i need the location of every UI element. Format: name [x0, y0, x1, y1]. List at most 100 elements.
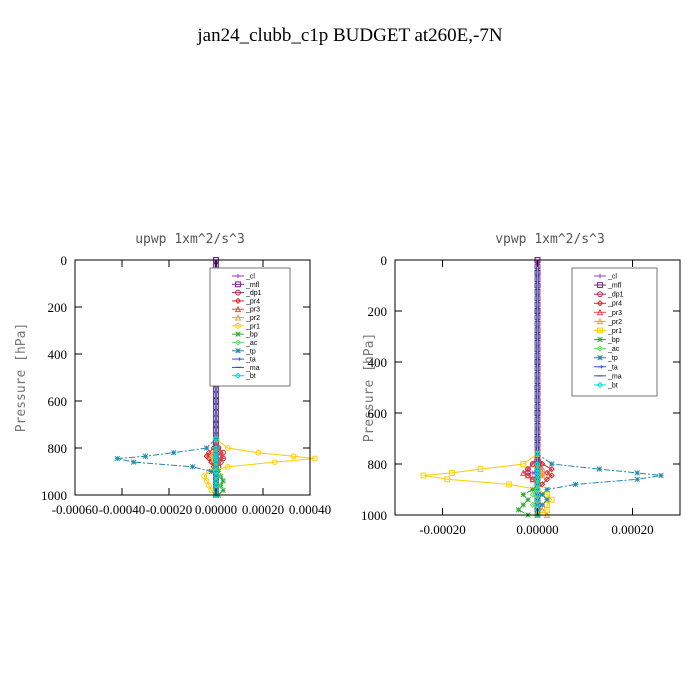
legend-entry-pr4: _pr4: [594, 300, 622, 308]
y-tick-label: 200: [48, 300, 68, 315]
legend-entry-cl: _cl: [232, 274, 255, 281]
data-point: [208, 452, 215, 460]
y-axis-label: Pressure [hPa]: [14, 323, 29, 433]
legend-box: [209, 267, 291, 387]
legend-entry-pr2: _pr2: [232, 314, 260, 322]
y-tick-label: 0: [61, 253, 68, 268]
legend-label: _bt: [245, 373, 256, 380]
legend-entry-tp: _tp: [232, 348, 256, 355]
y-tick-label: 600: [368, 406, 388, 421]
data-point: [539, 491, 545, 498]
legend-label: _ac: [607, 346, 620, 353]
data-point: [520, 502, 526, 508]
series-line: [517, 260, 538, 516]
legend-entry-pr1: _pr1: [232, 322, 260, 330]
data-point: [539, 471, 546, 479]
legend-label: _pr1: [245, 323, 260, 330]
x-tick-label: -0.00040: [99, 502, 146, 517]
data-point: [224, 445, 231, 451]
legend-label: _dp1: [245, 290, 262, 297]
data-point: [520, 491, 526, 498]
legend-label: _dp1: [607, 292, 624, 299]
data-point: [515, 507, 522, 513]
y-tick-label: 400: [48, 347, 68, 362]
y-tick-label: 400: [368, 355, 388, 370]
data-point: [217, 455, 224, 462]
plot-frame: [74, 259, 311, 496]
data-point: [596, 466, 602, 472]
data-point: [255, 449, 262, 456]
legend: _cl_mfl_dp1_pr4_pr3_pr2_pr1_bp_ac_tp_ta_…: [209, 267, 291, 387]
legend-entry-pr2: _pr2: [594, 317, 622, 326]
data-point: [544, 496, 550, 503]
data-point: [170, 449, 177, 456]
legend-label: _mfl: [607, 283, 622, 290]
data-point: [529, 501, 536, 508]
legend-label: _pr2: [245, 315, 260, 322]
data-point: [212, 491, 220, 499]
legend-entry-ta: _ta: [232, 357, 256, 364]
legend-entry-tp: _tp: [594, 354, 618, 362]
legend-label: _ma: [245, 365, 260, 372]
y-tick-label: 1000: [41, 488, 67, 503]
figure-title: jan24_clubb_c1p BUDGET at260E,-7N: [196, 25, 502, 46]
x-tick-label: 0.00000: [195, 502, 237, 517]
legend: _cl_mfl_dp1_pr4_pr3_pr2_pr1_bp_ac_tp_ta_…: [571, 267, 658, 397]
series-bt: [534, 260, 541, 519]
data-point: [220, 478, 226, 484]
data-point: [203, 478, 210, 484]
data-point: [658, 472, 664, 479]
x-tick-label: 0.00020: [611, 522, 653, 537]
panel-title: upwp 1xm^2/s^3: [135, 232, 245, 247]
vpwp-panel: vpwp 1xm^2/s^3 Pressure [hPa] -0.00020 0.00…: [361, 232, 681, 537]
x-tick-label: -0.00060: [52, 502, 99, 517]
data-point: [506, 481, 512, 488]
legend-label: _bp: [607, 337, 620, 344]
y-tick-label: 800: [48, 441, 68, 456]
data-point: [203, 445, 210, 451]
data-point: [539, 469, 546, 476]
legend-label: _ma: [607, 373, 622, 380]
legend-label: _pr3: [607, 310, 622, 317]
legend-label: _pr4: [607, 301, 622, 308]
data-point: [212, 453, 220, 460]
legend-label: _mfl: [245, 282, 260, 289]
data-point: [520, 469, 527, 476]
legend-entry-ta: _ta: [594, 364, 618, 371]
data-point: [212, 449, 220, 456]
data-point: [530, 486, 536, 493]
data-point: [520, 461, 527, 467]
data-point: [206, 482, 212, 489]
legend-entry-bp: _bp: [594, 336, 620, 344]
data-point: [548, 472, 555, 479]
x-tick-label: -0.00020: [419, 522, 466, 537]
data-point: [539, 502, 545, 508]
data-point: [543, 476, 551, 483]
legend-label: _pr1: [607, 328, 622, 335]
data-point: [212, 435, 220, 442]
data-point: [524, 465, 532, 472]
data-point: [529, 460, 536, 467]
legend-label: _tp: [245, 348, 256, 355]
y-tick-label: 0: [381, 253, 388, 268]
series-tp: [114, 260, 219, 498]
data-point: [539, 481, 546, 488]
legend-entry-bt: _bt: [594, 381, 618, 389]
data-point: [529, 475, 536, 483]
legend-entry-dp1: _dp1: [232, 289, 262, 297]
series-line: [117, 260, 217, 495]
data-point: [208, 468, 215, 475]
legend-entry-pr1: _pr1: [594, 327, 622, 335]
legend-entry-bt: _bt: [232, 372, 256, 380]
data-point: [444, 476, 451, 483]
data-point: [634, 476, 640, 483]
legend-entry-pr3: _pr3: [232, 305, 260, 314]
data-point: [534, 511, 541, 519]
x-tick-label: -0.00020: [146, 502, 193, 517]
legend-label: _ac: [245, 340, 258, 347]
data-point: [201, 473, 208, 480]
data-point: [142, 453, 149, 459]
legend-label: _ta: [607, 364, 618, 371]
data-point: [530, 470, 536, 476]
